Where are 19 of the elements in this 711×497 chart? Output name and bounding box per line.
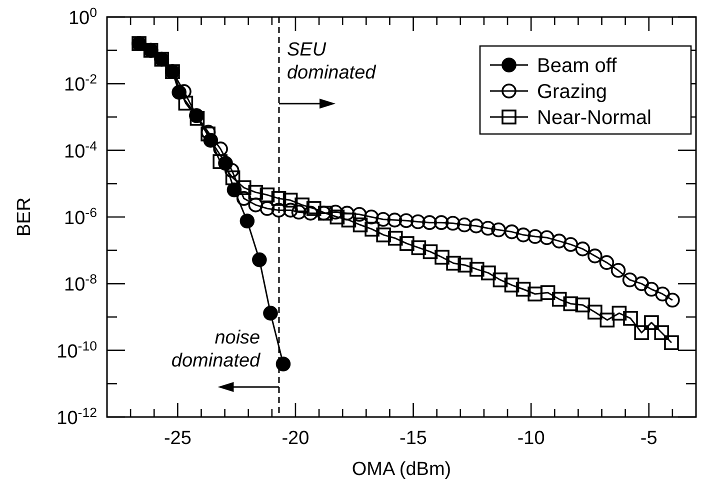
annotation: SEU dominated <box>286 39 378 84</box>
x-tick-label: -5 <box>640 428 658 449</box>
y-tick-label: 10$^{0}$ <box>68 4 97 29</box>
legend-label: Grazing <box>537 81 608 103</box>
y-axis-title: BER <box>14 197 35 237</box>
x-tick-label: -10 <box>517 428 545 449</box>
x-tick-label: -20 <box>282 428 310 449</box>
y-tick-label: 10$^{-12}$ <box>56 404 97 429</box>
y-tick-label: 10$^{-4}$ <box>64 138 97 162</box>
annotation: noise dominated <box>171 328 262 372</box>
y-tick-label: 10$^{-10}$ <box>56 338 97 362</box>
legend-label: Beam off <box>537 55 618 77</box>
x-tick-label: -25 <box>164 428 192 449</box>
x-tick-label: -15 <box>400 428 428 449</box>
y-tick-label: 10$^{-6}$ <box>64 204 97 229</box>
legend-label: Near-Normal <box>537 107 652 129</box>
y-tick-label: 10$^{-8}$ <box>64 271 97 296</box>
x-axis-title: OMA (dBm) <box>352 459 452 480</box>
y-tick-label: 10$^{-2}$ <box>64 71 97 96</box>
